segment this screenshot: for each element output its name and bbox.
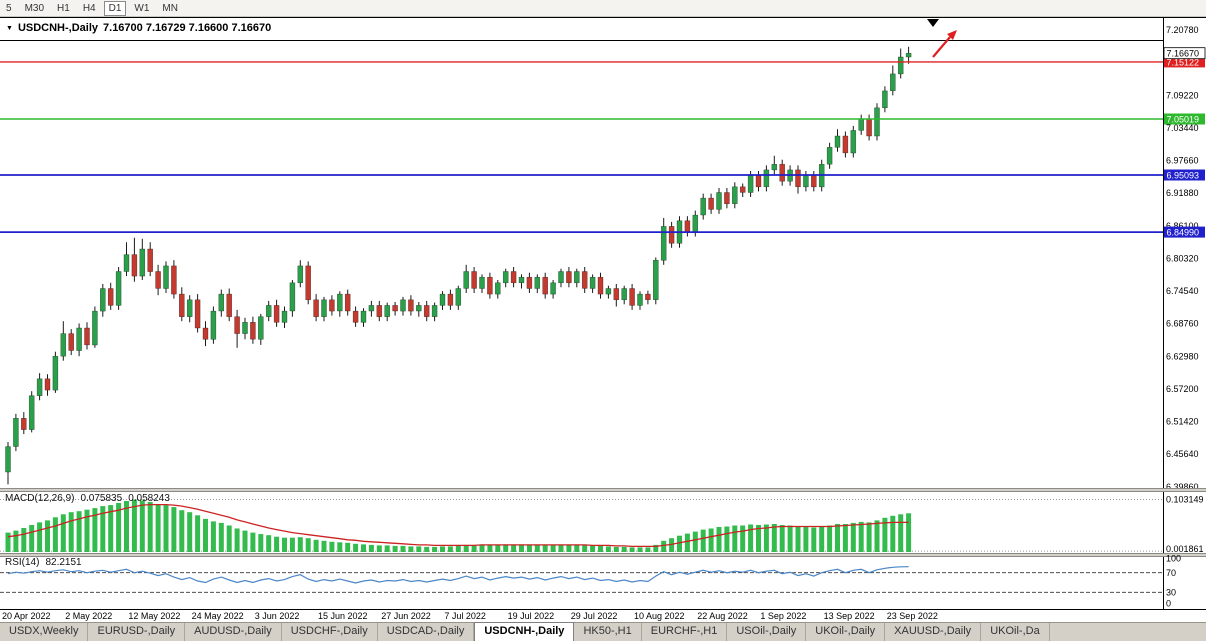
rsi-indicator-label: RSI(14) 82.2151 xyxy=(5,557,82,568)
chart-symbol-label: USDCNH-,Daily xyxy=(17,22,99,34)
svg-text:6.84990: 6.84990 xyxy=(1167,228,1200,238)
chart-tab-ukoil-da[interactable]: UKOil-,Da xyxy=(981,623,1050,641)
svg-text:7.20780: 7.20780 xyxy=(1166,25,1199,35)
svg-text:6.62980: 6.62980 xyxy=(1166,351,1199,361)
chart-tab-usdchf-daily[interactable]: USDCHF-,Daily xyxy=(282,623,378,641)
date-tick-label: 12 May 2022 xyxy=(128,611,181,621)
macd-signal-line xyxy=(7,503,909,548)
svg-text:30: 30 xyxy=(1166,588,1176,598)
date-tick-label: 29 Jul 2022 xyxy=(570,611,618,621)
svg-text:6.57200: 6.57200 xyxy=(1166,384,1199,394)
date-tick-label: 24 May 2022 xyxy=(191,611,244,621)
svg-text:0: 0 xyxy=(1166,599,1171,609)
chart-title-bar: ▼ USDCNH-,Daily 7.16700 7.16729 7.16600 … xyxy=(6,22,271,34)
svg-text:6.86100: 6.86100 xyxy=(1166,221,1199,231)
level-price-badge-6.84990: 6.84990 xyxy=(1164,226,1205,238)
chart-tab-bar: USDX,Weekly EURUSD-,Daily AUDUSD-,Daily USD… xyxy=(0,622,1206,641)
date-tick-label: 23 Sep 2022 xyxy=(886,611,938,621)
svg-text:70: 70 xyxy=(1166,568,1176,578)
macd-indicator-label: MACD(12,26,9) 0.075835 0.058243 xyxy=(5,493,170,504)
date-tick-label: 13 Sep 2022 xyxy=(823,611,875,621)
period-button-H4[interactable]: H4 xyxy=(82,2,96,14)
macd-axis-bottom: 0.001861 xyxy=(1166,544,1204,554)
period-button-5[interactable]: 5 xyxy=(6,2,12,14)
svg-text:6.68760: 6.68760 xyxy=(1166,319,1199,329)
date-tick-label: 22 Aug 2022 xyxy=(697,611,748,621)
date-tick-label: 7 Jul 2022 xyxy=(444,611,486,621)
chart-ohlc-values: 7.16700 7.16729 7.16600 7.16670 xyxy=(103,22,272,34)
current-price-badge: 7.16670 xyxy=(1163,47,1206,60)
svg-text:6.95093: 6.95093 xyxy=(1167,171,1200,181)
svg-text:6.74540: 6.74540 xyxy=(1166,286,1199,296)
svg-text:6.39860: 6.39860 xyxy=(1166,482,1199,492)
time-axis[interactable]: 20 Apr 2022 2 May 2022 12 May 2022 24 May 2… xyxy=(0,609,1206,622)
svg-text:6.51420: 6.51420 xyxy=(1166,417,1199,427)
period-button-D1[interactable]: D1 xyxy=(103,0,127,16)
down-arrow-marker[interactable] xyxy=(927,19,939,27)
macd-main-value: 0.075835 xyxy=(80,493,123,504)
period-button-H1[interactable]: H1 xyxy=(57,2,70,14)
chart-tab-eurusd-daily[interactable]: EURUSD-,Daily xyxy=(88,623,186,641)
date-tick-label: 19 Jul 2022 xyxy=(507,611,555,621)
svg-text:6.80320: 6.80320 xyxy=(1166,253,1199,263)
svg-text:6.45640: 6.45640 xyxy=(1166,449,1199,459)
chart-tab-eurchf-h1[interactable]: EURCHF-,H1 xyxy=(642,623,728,641)
svg-text:7.09220: 7.09220 xyxy=(1166,90,1199,100)
svg-text:7.03440: 7.03440 xyxy=(1166,123,1199,133)
svg-text:6.91880: 6.91880 xyxy=(1166,188,1199,198)
chart-tab-usdcad-daily[interactable]: USDCAD-,Daily xyxy=(378,623,475,641)
svg-text:7.15122: 7.15122 xyxy=(1167,57,1200,67)
svg-text:100: 100 xyxy=(1166,554,1181,564)
rsi-panel[interactable]: 100 70 300 xyxy=(0,554,1181,609)
chart-tab-usdx-weekly[interactable]: USDX,Weekly xyxy=(0,623,89,641)
chevron-down-icon[interactable]: ▼ xyxy=(6,24,13,32)
macd-panel[interactable]: 0.103149 0.001861 xyxy=(0,494,1204,554)
level-price-badge-6.95093: 6.95093 xyxy=(1164,169,1205,181)
period-button-M30[interactable]: M30 xyxy=(24,2,45,14)
date-tick-label: 27 Jun 2022 xyxy=(381,611,431,621)
level-price-badge-7.05019: 7.05019 xyxy=(1164,113,1205,125)
date-tick-label: 20 Apr 2022 xyxy=(2,611,51,621)
chart-tab-usoil-daily[interactable]: USOil-,Daily xyxy=(727,623,807,641)
timeframe-toolbar: 5 M30 H1 H4 D1 W1 MN xyxy=(0,0,1206,17)
date-tick-label: 10 Aug 2022 xyxy=(634,611,685,621)
date-tick-label: 2 May 2022 xyxy=(65,611,113,621)
chart-tab-xauusd-daily[interactable]: XAUUSD-,Daily xyxy=(885,623,982,641)
level-price-badge-7.15122: 7.15122 xyxy=(1164,56,1205,68)
date-tick-label: 15 Jun 2022 xyxy=(318,611,368,621)
period-button-W1[interactable]: W1 xyxy=(134,2,150,14)
svg-text:7.05019: 7.05019 xyxy=(1167,115,1200,125)
macd-signal-value: 0.058243 xyxy=(128,493,170,504)
rsi-value: 82.2151 xyxy=(45,557,82,568)
red-arrow-annotation[interactable] xyxy=(932,30,957,58)
period-button-MN[interactable]: MN xyxy=(162,2,178,14)
macd-name: MACD(12,26,9) xyxy=(5,493,75,504)
svg-text:6.97660: 6.97660 xyxy=(1166,156,1199,166)
svg-text:7.16670: 7.16670 xyxy=(1167,49,1200,59)
chart-tab-audusd-daily[interactable]: AUDUSD-,Daily xyxy=(185,623,282,641)
chart-tab-ukoil-daily[interactable]: UKOil-,Daily xyxy=(806,623,886,641)
chart-tab-usdcnh-daily[interactable]: USDCNH-,Daily xyxy=(474,622,575,641)
date-tick-label: 3 Jun 2022 xyxy=(254,611,300,621)
rsi-line xyxy=(7,566,909,584)
rsi-name: RSI(14) xyxy=(5,557,40,568)
price-axis-labels: 7.20780 7.09220 7.03440 6.97660 6.91880 6.861… xyxy=(1166,25,1199,492)
macd-histogram xyxy=(5,499,912,552)
chart-tab-hk50-h1[interactable]: HK50-,H1 xyxy=(574,623,642,641)
date-tick-label: 1 Sep 2022 xyxy=(760,611,807,621)
macd-axis-top: 0.103149 xyxy=(1166,494,1204,504)
